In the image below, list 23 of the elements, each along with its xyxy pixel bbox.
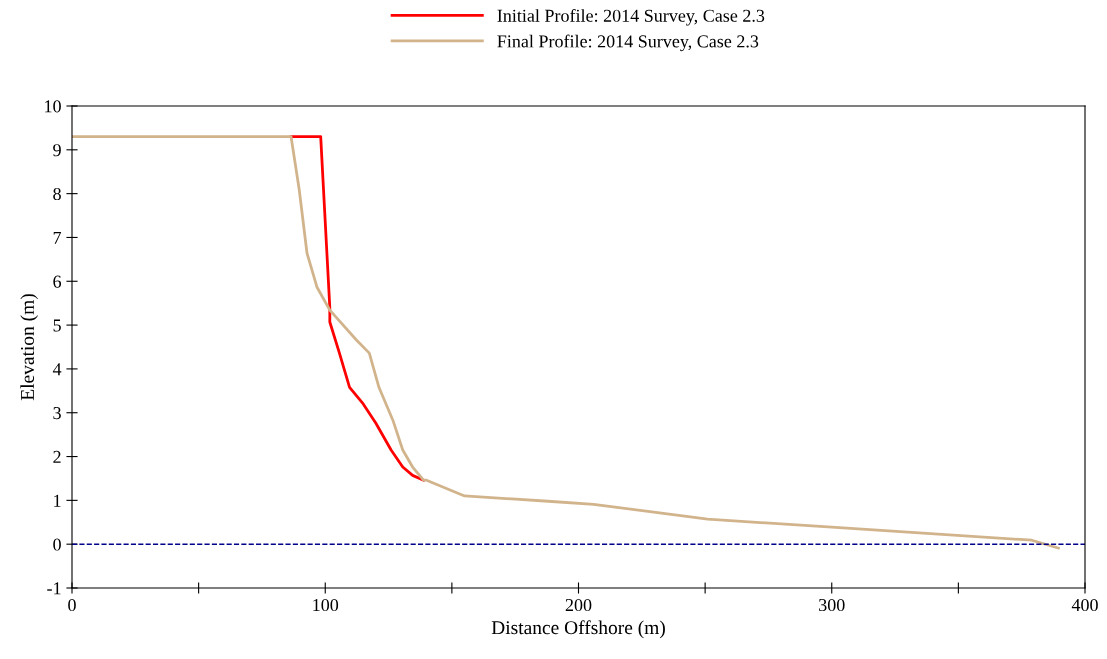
y-tick-label: 2 <box>53 450 61 463</box>
y-tick-label: 1 <box>54 494 61 507</box>
x-tick-label: 0 <box>68 598 76 612</box>
y-tick-label: -1 <box>47 582 61 595</box>
y-tick-label: 9 <box>53 144 61 157</box>
y-tick-label: 7 <box>53 231 62 244</box>
y-tick-label: 4 <box>52 363 62 376</box>
y-tick-label: 6 <box>53 275 62 288</box>
y-tick-label: 10 <box>45 100 61 113</box>
x-axis-title: Distance Offshore (m) <box>491 620 665 639</box>
y-axis-title: Elevation (m) <box>20 294 38 401</box>
y-tick-label: 5 <box>53 319 61 332</box>
y-tick-label: 3 <box>53 407 61 420</box>
x-tick-label: 100 <box>313 598 339 612</box>
line-series <box>72 135 1060 550</box>
line-series <box>289 135 425 482</box>
x-tick-label: 400 <box>1071 598 1098 612</box>
legend-label: Final Profile: 2014 Survey, Case 2.3 <box>497 34 759 52</box>
x-tick-label: 200 <box>565 598 592 612</box>
legend-label: Initial Profile: 2014 Survey, Case 2.3 <box>497 8 765 26</box>
y-tick-label: 0 <box>53 538 61 551</box>
x-tick-label: 300 <box>819 598 845 612</box>
y-tick-label: 8 <box>53 187 61 201</box>
